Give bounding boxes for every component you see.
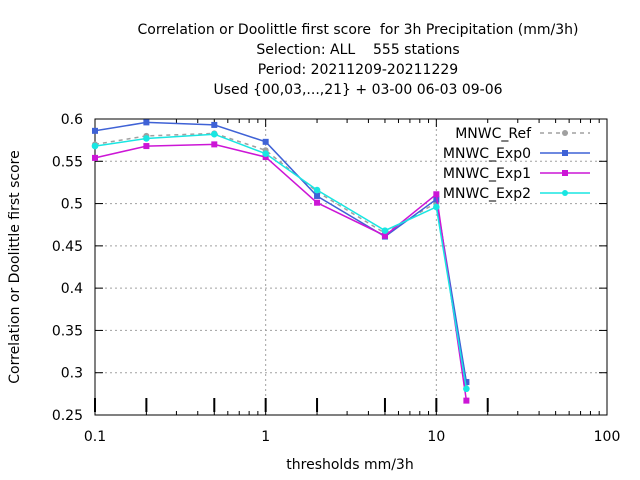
- series-line: [94, 133, 468, 389]
- series-mnwc-exp0: [92, 119, 470, 386]
- x-axis-label: thresholds mm/3h: [286, 457, 413, 473]
- chart-title-line-4: Used {00,03,...,21} + 03-00 06-03 09-06: [213, 82, 503, 98]
- chart-title-line-1: Correlation or Doolittle first score for…: [137, 22, 579, 38]
- series-line: [94, 143, 468, 401]
- legend-entry: MNWC_Exp2: [443, 186, 590, 202]
- legend-label: MNWC_Exp2: [443, 186, 531, 202]
- data-point: [262, 138, 269, 145]
- data-point: [433, 191, 440, 198]
- data-point: [143, 135, 150, 142]
- data-point: [211, 141, 218, 148]
- legend-label: MNWC_Exp1: [443, 166, 531, 182]
- data-point: [262, 154, 269, 161]
- grid-lines: [95, 119, 607, 415]
- data-point: [262, 150, 269, 157]
- legend-entry: MNWC_Exp0: [443, 146, 590, 162]
- data-point: [143, 119, 150, 126]
- plot-frame: [94, 118, 608, 416]
- data-point: [313, 186, 321, 194]
- legend: MNWC_Ref MNWC_Exp0 MNWC_Exp1 MNWC_Exp2: [443, 126, 590, 202]
- data-point: [463, 379, 470, 386]
- data-point: [381, 227, 389, 234]
- y-tick-label: 0.45: [52, 239, 83, 255]
- x-tick-label: 1: [261, 429, 270, 445]
- series-mnwc-ref: [92, 130, 470, 386]
- chart-title-line-3: Period: 20211209-20211229: [257, 62, 459, 78]
- data-point: [381, 232, 388, 239]
- x-tick-label: 100: [594, 429, 621, 445]
- y-tick-label: 0.5: [61, 197, 83, 213]
- y-tick-label: 0.3: [61, 366, 83, 382]
- series-line: [94, 132, 468, 384]
- data-point: [433, 203, 440, 211]
- y-axis-label: Correlation or Doolittle first score: [7, 150, 23, 383]
- y-tick-label: 0.25: [52, 408, 83, 424]
- data-point: [210, 130, 218, 138]
- series-mnwc-exp1: [92, 141, 470, 404]
- legend-marker: [562, 150, 568, 156]
- data-point: [211, 121, 218, 128]
- threshold-markers: [94, 398, 489, 412]
- legend-marker: [562, 170, 568, 176]
- data-point: [463, 397, 470, 404]
- series-layer: [91, 119, 470, 404]
- y-tick-label: 0.6: [61, 112, 83, 128]
- legend-label: MNWC_Ref: [455, 126, 532, 142]
- x-tick-label: 0.1: [84, 429, 106, 445]
- data-point: [463, 385, 470, 393]
- y-tick-label: 0.35: [52, 323, 83, 339]
- legend-entry: MNWC_Exp1: [443, 166, 590, 182]
- legend-entry: MNWC_Ref: [455, 126, 590, 142]
- data-point: [314, 199, 321, 206]
- series-mnwc-exp2: [91, 130, 470, 393]
- legend-label: MNWC_Exp0: [443, 146, 531, 162]
- legend-marker: [562, 130, 568, 136]
- x-tick-label: 10: [427, 429, 445, 445]
- data-point: [314, 192, 321, 199]
- axes: 0.25 0.3 0.35 0.4 0.45 0.5 0.55 0.6 0.1 1 10 100: [52, 112, 621, 445]
- y-tick-label: 0.55: [52, 154, 83, 170]
- legend-marker: [562, 190, 568, 196]
- y-tick-label: 0.4: [61, 281, 83, 297]
- data-point: [92, 127, 98, 134]
- data-point: [143, 143, 150, 150]
- data-point: [92, 154, 98, 161]
- series-line: [94, 121, 468, 383]
- chart-title-line-2: Selection: ALL 555 stations: [256, 42, 460, 58]
- data-point: [91, 142, 99, 150]
